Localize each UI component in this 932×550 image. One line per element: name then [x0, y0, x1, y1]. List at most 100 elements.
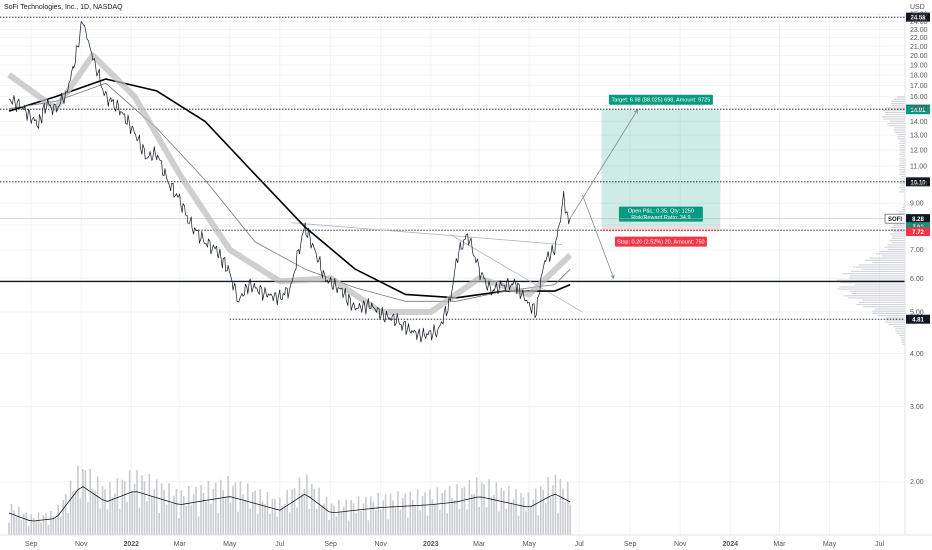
volume-bar — [278, 497, 281, 535]
volume-bar — [362, 503, 365, 535]
volume-bar — [254, 490, 256, 535]
volume-bar — [121, 479, 124, 535]
volume-bar — [52, 516, 55, 535]
volume-profile-bar — [899, 147, 905, 149]
volume-bar — [229, 502, 232, 535]
volume-bar — [333, 505, 335, 535]
volume-bar — [266, 491, 269, 535]
volume-profile-bar — [889, 233, 905, 235]
stop-label-box — [614, 236, 707, 247]
x-tick-label: Sep — [25, 541, 38, 548]
volume-profile-bar — [882, 109, 905, 111]
volume-bar — [537, 515, 540, 535]
volume-bar — [187, 485, 190, 535]
volume-bar — [180, 490, 183, 535]
price-tag: 8.28 — [912, 217, 924, 223]
volume-bar — [448, 486, 451, 535]
volume-profile-bar — [875, 308, 905, 310]
volume-bar — [480, 482, 483, 535]
volume-profile-bar — [849, 277, 905, 279]
volume-bar — [148, 474, 151, 535]
volume-bar — [138, 507, 141, 535]
projection-arrows[interactable] — [569, 109, 638, 280]
chart-title: SoFi Technologies, Inc., 1D, NASDAQ — [4, 4, 123, 11]
volume-bar — [118, 508, 121, 535]
volume-profile-bar — [899, 211, 905, 213]
volume-profile-bar — [898, 138, 905, 140]
x-tick-label: May — [823, 541, 837, 548]
volume-bar — [475, 477, 478, 535]
volume-bar — [342, 506, 345, 535]
long-position[interactable]: Target: 6.98 (88.025) 698, Amount: 9725 O… — [601, 94, 721, 247]
volume-bar — [441, 492, 444, 535]
stop-label: Stop: 0.20 (2.52%) 20, Amount: 750 — [617, 240, 704, 246]
volume-bar — [239, 481, 242, 535]
y-tick-label: 22.00 — [910, 35, 928, 42]
volume-bar — [485, 506, 488, 535]
volume-profile-bar — [896, 332, 905, 334]
volume-bar — [261, 501, 264, 535]
x-tick-label: Nov — [374, 541, 387, 548]
y-tick-label: 7.00 — [910, 247, 924, 254]
volume-bar — [37, 512, 40, 535]
volume-bar — [404, 493, 407, 535]
y-tick-label: 15.00 — [910, 106, 928, 113]
y-tick-label: 14.00 — [910, 119, 928, 126]
volume-bar — [507, 485, 510, 535]
volume-bar — [293, 488, 296, 535]
volume-bar — [554, 474, 557, 535]
volume-bar — [335, 515, 338, 535]
volume-bar — [431, 499, 434, 535]
volume-bar — [160, 483, 163, 535]
y-tick-label: 12.00 — [910, 147, 928, 154]
volume-profile-bar — [899, 162, 905, 164]
volume-bar — [416, 489, 419, 535]
volume-bar — [493, 495, 495, 535]
volume-bar — [527, 492, 530, 535]
volume-bar — [461, 488, 463, 535]
volume-bar — [42, 515, 45, 535]
volume-profile-bar — [850, 270, 905, 273]
volume-bar — [178, 517, 180, 535]
volume-bar — [372, 501, 375, 535]
volume-profile-bar — [863, 306, 905, 308]
moving-average-line — [8, 82, 571, 302]
volume-profile-bar — [900, 184, 905, 186]
volume-bar — [552, 485, 554, 535]
y-tick-label: 9.00 — [910, 201, 924, 208]
y-tick-label: 25.00 — [910, 12, 928, 19]
y-tick-label: 13.00 — [910, 133, 928, 140]
volume-profile-bar — [887, 248, 905, 250]
volume-bar — [84, 470, 87, 535]
volume-bar — [182, 496, 185, 535]
trend-lines[interactable] — [291, 222, 583, 313]
volume-profile-bar — [900, 189, 905, 191]
volume-bar — [291, 489, 293, 535]
volume-bar — [434, 503, 436, 535]
volume-profile-bar — [901, 206, 905, 208]
volume-profile-bar — [903, 204, 905, 206]
volume-bar — [438, 509, 441, 535]
volume-bar — [323, 503, 325, 535]
volume-bar — [374, 510, 377, 535]
volume-bar — [205, 501, 207, 535]
volume-profile-bar — [887, 244, 905, 246]
volume-bar — [370, 496, 372, 535]
x-tick-label: Mar — [174, 541, 187, 548]
horizontal-levels[interactable]: 24.5814.9510.107.784.8114.918.28SOFI7.93… — [0, 12, 930, 324]
volume-bar — [212, 488, 215, 535]
volume-bar — [473, 493, 476, 535]
x-tick-label: May — [523, 541, 537, 548]
x-tick-label: 2022 — [123, 541, 139, 548]
volume-bar — [424, 492, 426, 535]
volume-bar — [458, 509, 461, 535]
volume-bar — [192, 494, 195, 535]
volume-profile-bar — [871, 312, 905, 315]
volume-bar — [399, 509, 402, 535]
volume-profile-bar — [840, 281, 905, 284]
volume-bar — [237, 511, 239, 535]
time-axis[interactable]: Sep Nov 2022 Mar May Jul Sep Nov 2023 Mar May Jul Se… — [0, 534, 932, 548]
risk-reward-label: Risk/Reward Ratio: 34.9 — [631, 215, 690, 221]
